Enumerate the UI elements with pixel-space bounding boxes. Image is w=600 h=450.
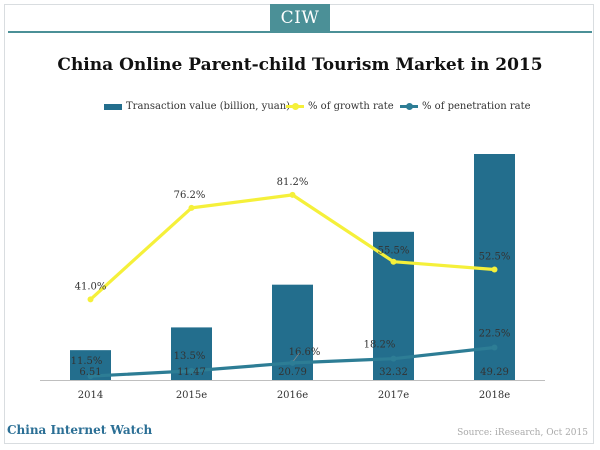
bar-value-label: 6.51 <box>79 367 101 378</box>
growth-rate-point <box>188 204 195 211</box>
footer-brand: China Internet Watch <box>7 423 153 437</box>
x-tick-label: 2018e <box>479 390 510 401</box>
penetration-rate-point <box>491 344 498 351</box>
legend-item-penetration: % of penetration rate <box>400 101 531 112</box>
growth-rate-label: 81.2% <box>277 177 309 188</box>
penetration-rate-label: 16.6% <box>289 347 321 358</box>
bar-value-label: 20.79 <box>278 367 307 378</box>
growth-rate-line <box>89 193 495 301</box>
x-tick-label: 2016e <box>277 390 308 401</box>
growth-rate-label: 52.5% <box>479 252 511 263</box>
legend-item-transaction: Transaction value (billion, yuan) <box>104 101 290 112</box>
bar-2017e <box>373 231 414 380</box>
legend-swatch-growth <box>286 103 304 110</box>
legend-swatch-bar <box>104 103 122 110</box>
growth-rate-point <box>390 258 397 265</box>
x-tick-label: 2017e <box>378 390 409 401</box>
header-rule <box>8 31 592 33</box>
legend-label-growth: % of growth rate <box>308 101 394 112</box>
bar-value-label: 49.29 <box>480 367 509 378</box>
chart-title: China Online Parent-child Tourism Market… <box>57 55 543 75</box>
penetration-rate-point <box>188 367 195 374</box>
penetration-rate-label: 13.5% <box>174 351 206 362</box>
growth-rate-label: 55.5% <box>378 246 410 257</box>
x-tick-label: 2015e <box>176 390 207 401</box>
growth-rate-label: 76.2% <box>174 190 206 201</box>
penetration-rate-label: 22.5% <box>479 329 511 340</box>
growth-rate-point <box>87 296 94 303</box>
growth-rate-label: 41.0% <box>75 281 107 292</box>
bar-value-label: 11.47 <box>177 367 206 378</box>
penetration-label-leader <box>293 352 300 362</box>
footer-source: Source: iResearch, Oct 2015 <box>457 428 588 438</box>
penetration-rate-label: 18.2% <box>364 340 396 351</box>
legend-swatch-penetration <box>400 103 418 110</box>
bar-value-label: 32.32 <box>379 367 408 378</box>
brand-logo: CIW <box>270 4 330 32</box>
penetration-rate-point <box>390 355 397 362</box>
growth-rate-point <box>289 191 296 198</box>
legend-item-growth: % of growth rate <box>286 101 394 112</box>
legend-label-penetration: % of penetration rate <box>422 101 531 112</box>
x-tick-label: 2014 <box>78 390 103 401</box>
penetration-rate-point <box>87 373 94 380</box>
growth-rate-point <box>491 266 498 273</box>
penetration-rate-label: 11.5% <box>71 356 103 367</box>
chart-legend: Transaction value (billion, yuan) % of g… <box>0 101 600 115</box>
penetration-rate-point <box>289 359 296 366</box>
legend-label-transaction: Transaction value (billion, yuan) <box>126 101 291 112</box>
